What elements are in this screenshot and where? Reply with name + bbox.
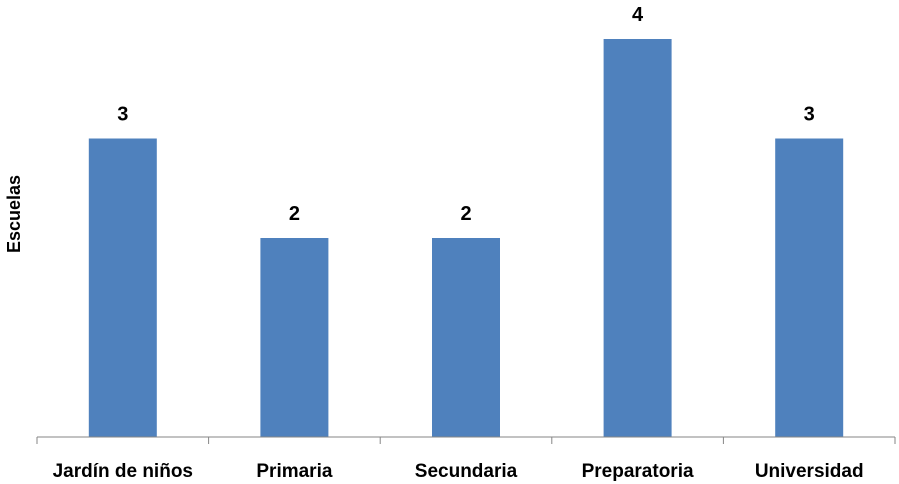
data-label-2: 2 bbox=[460, 203, 471, 225]
data-labels-group: 3 2 2 4 3 bbox=[117, 4, 815, 225]
y-axis-title: Escuelas bbox=[4, 175, 24, 253]
bar-0 bbox=[89, 139, 157, 438]
x-axis-ticks-group bbox=[37, 437, 895, 444]
data-label-3: 4 bbox=[632, 4, 644, 26]
bar-2 bbox=[432, 238, 500, 437]
bars-group bbox=[89, 39, 843, 437]
x-tick-label-4: Universidad bbox=[755, 461, 864, 482]
x-tick-label-3: Preparatoria bbox=[582, 461, 694, 482]
x-tick-label-2: Secundaria bbox=[415, 461, 518, 482]
data-label-1: 2 bbox=[289, 203, 300, 225]
data-label-0: 3 bbox=[117, 104, 128, 126]
data-label-4: 3 bbox=[804, 104, 815, 126]
x-axis-labels-group: Jardín de niños Primaria Secundaria Prepara… bbox=[53, 461, 864, 482]
x-tick-label-0: Jardín de niños bbox=[53, 461, 193, 482]
x-tick-label-1: Primaria bbox=[256, 461, 332, 482]
bar-3 bbox=[604, 39, 672, 437]
bar-1 bbox=[260, 238, 328, 437]
bar-4 bbox=[775, 139, 843, 438]
